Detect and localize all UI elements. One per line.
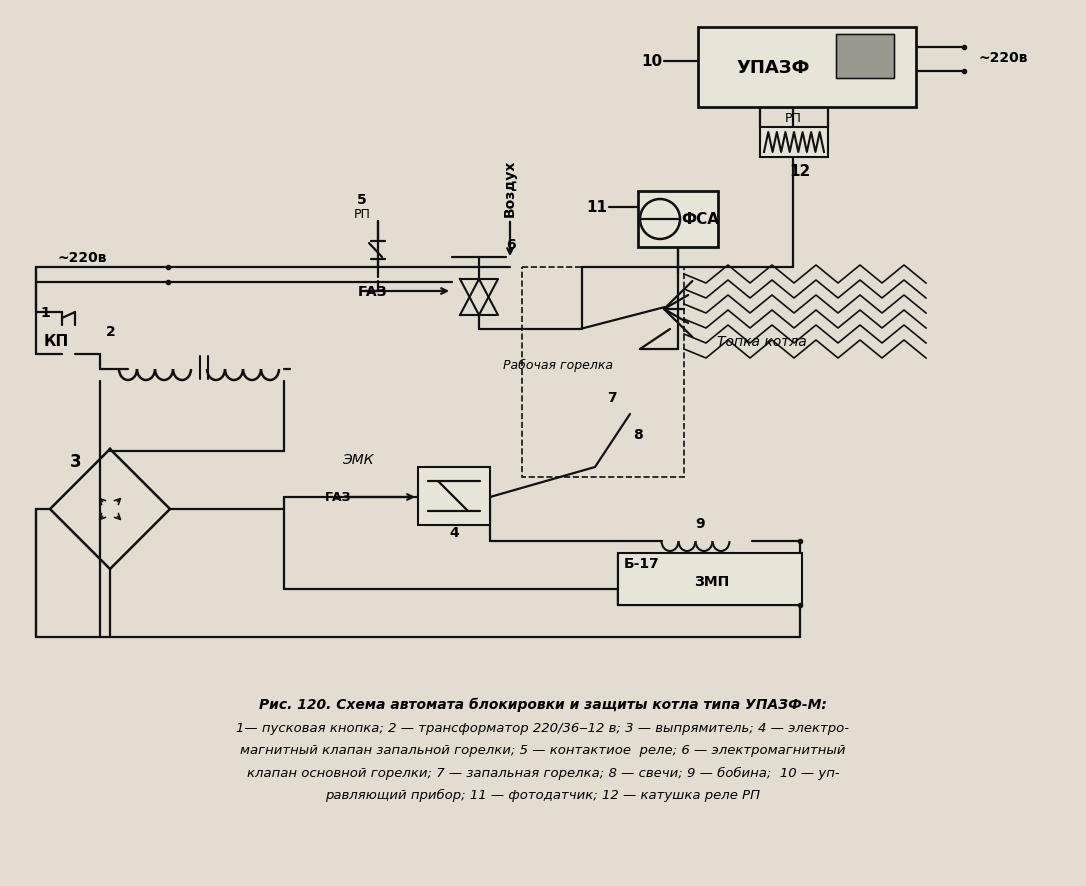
Text: ЗМП: ЗМП	[694, 574, 730, 588]
Text: ~220в: ~220в	[978, 51, 1027, 65]
Text: 10: 10	[641, 54, 662, 69]
Text: КП: КП	[43, 334, 68, 349]
Text: УПАЗФ: УПАЗФ	[736, 59, 810, 77]
Bar	[418, 468, 490, 525]
Text: РП: РП	[784, 112, 801, 124]
Text: 12: 12	[790, 164, 810, 179]
Text: ГАЗ: ГАЗ	[325, 491, 351, 504]
Text: клапан основной горелки; 7 — запальная горелка; 8 — свечи; 9 — бобина;  10 — уп-: клапан основной горелки; 7 — запальная г…	[247, 766, 839, 779]
Bar	[522, 268, 684, 478]
Text: 8: 8	[633, 428, 643, 441]
Text: ~220в: ~220в	[58, 251, 106, 265]
Text: ГАЗ: ГАЗ	[358, 284, 388, 299]
Text: Воздух: Воздух	[503, 159, 517, 216]
Text: 1: 1	[40, 306, 50, 320]
Bar	[836, 35, 894, 79]
Text: ЭМК: ЭМК	[342, 453, 374, 466]
Text: 6: 6	[506, 237, 516, 252]
Text: ФСА: ФСА	[681, 213, 719, 227]
Text: 11: 11	[586, 200, 607, 215]
Text: 4: 4	[450, 525, 459, 540]
Text: РП: РП	[354, 208, 370, 222]
Text: Топка котла: Топка котла	[717, 335, 807, 348]
Text: Б-17: Б-17	[624, 556, 660, 571]
Text: 3: 3	[71, 453, 81, 470]
Text: 9: 9	[695, 517, 705, 531]
Text: 1— пусковая кнопка; 2 — трансформатор 220/36‒12 в; 3 — выпрямитель; 4 — электро-: 1— пусковая кнопка; 2 — трансформатор 22…	[237, 722, 849, 734]
Text: Рис. 120. Схема автомата блокировки и защиты котла типа УПАЗФ-М:: Рис. 120. Схема автомата блокировки и за…	[260, 697, 826, 711]
Bar	[836, 35, 894, 79]
Text: равляющий прибор; 11 — фотодатчик; 12 — катушка реле РП: равляющий прибор; 11 — фотодатчик; 12 — …	[326, 788, 760, 801]
Text: магнитный клапан запальной горелки; 5 — контактиое  реле; 6 — электромагнитный: магнитный клапан запальной горелки; 5 — …	[240, 743, 846, 757]
Bar	[698, 28, 915, 108]
Bar	[618, 554, 801, 605]
Text: 2: 2	[106, 324, 116, 338]
Text: Рабочая горелка: Рабочая горелка	[503, 358, 613, 371]
Bar	[760, 128, 828, 158]
Text: 5: 5	[357, 193, 367, 206]
Bar	[637, 191, 718, 248]
Text: 7: 7	[607, 391, 617, 405]
